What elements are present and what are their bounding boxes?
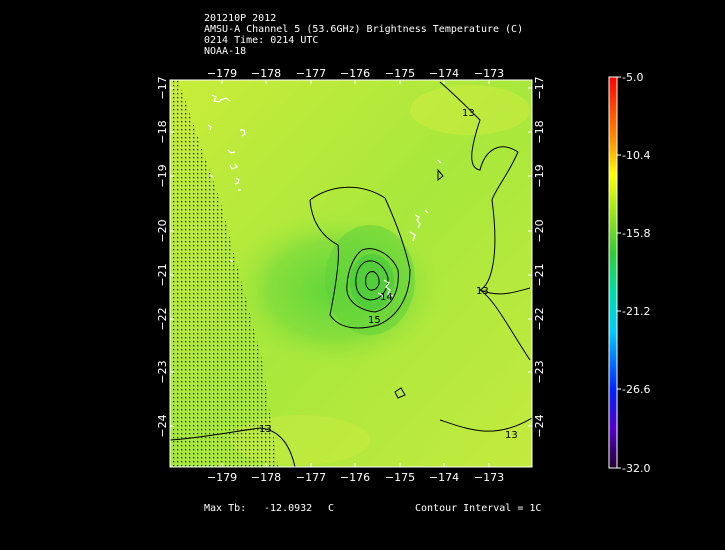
lat-tick-label: −23 — [533, 360, 546, 383]
lon-tick-label: −178 — [251, 471, 281, 484]
lon-tick-label: −173 — [474, 471, 504, 484]
island-outlines — [207, 94, 442, 301]
lat-tick-label: −19 — [533, 164, 546, 187]
contour-label: 13 — [462, 108, 475, 119]
contour-label: 14 — [380, 292, 393, 303]
lon-tick-label: −176 — [340, 67, 370, 80]
lon-tick-label: −177 — [296, 67, 326, 80]
no-data-stipple — [170, 80, 278, 467]
lon-tick-label: −179 — [207, 471, 237, 484]
channel-title: AMSU-A Channel 5 (53.6GHz) Brightness Te… — [204, 24, 524, 35]
lon-tick-label: −175 — [385, 471, 415, 484]
lat-tick-label: −17 — [533, 76, 546, 99]
colorbar-label: -15.8 — [622, 227, 650, 240]
time-label: 0214 Time: 0214 UTC — [204, 35, 319, 46]
colorbar-label: -5.0 — [622, 71, 643, 84]
lat-tick-label: −24 — [156, 414, 169, 437]
max-tb-unit: C — [328, 503, 335, 514]
contour-label: 15 — [368, 315, 381, 326]
lat-tick-label: −17 — [156, 76, 169, 99]
lat-tick-label: −21 — [533, 263, 546, 286]
map-frame — [169, 79, 533, 468]
lat-tick-label: −20 — [156, 219, 169, 242]
colorbar-label: -32.0 — [622, 462, 650, 475]
lat-tick-label: −24 — [533, 414, 546, 437]
lon-tick-label: −176 — [340, 471, 370, 484]
lat-tick-label: −23 — [156, 360, 169, 383]
lat-tick-label: −21 — [156, 263, 169, 286]
lon-tick-label: −178 — [251, 67, 281, 80]
lat-tick-label: −20 — [533, 219, 546, 242]
lon-tick-label: −174 — [429, 471, 459, 484]
lon-tick-label: −175 — [385, 67, 415, 80]
lon-tick-label: −173 — [474, 67, 504, 80]
contour-interval: Contour Interval = 1C — [415, 503, 542, 514]
lat-tick-label: −22 — [156, 307, 169, 330]
lon-tick-label: −177 — [296, 471, 326, 484]
max-tb-label: Max Tb: — [204, 503, 247, 514]
contour-lines — [170, 81, 532, 467]
contour-label: 13 — [476, 286, 489, 297]
colorbar-label: -21.2 — [622, 305, 650, 318]
lat-tick-label: −22 — [533, 307, 546, 330]
lat-tick-label: −18 — [156, 120, 169, 143]
lat-tick-label: −19 — [156, 164, 169, 187]
max-tb-value: -12.0932 — [264, 503, 313, 514]
lon-tick-label: −174 — [429, 67, 459, 80]
product-title: 201210P 2012 — [204, 13, 277, 24]
satellite-label: NOAA-18 — [204, 46, 247, 57]
lon-tick-label: −179 — [207, 67, 237, 80]
contour-label: 13 — [505, 430, 518, 441]
lat-tick-label: −18 — [533, 120, 546, 143]
contour-label: 13 — [259, 424, 272, 435]
colorbar-label: -26.6 — [622, 383, 650, 396]
colorbar-label: -10.4 — [622, 149, 650, 162]
colorbar — [608, 76, 618, 469]
